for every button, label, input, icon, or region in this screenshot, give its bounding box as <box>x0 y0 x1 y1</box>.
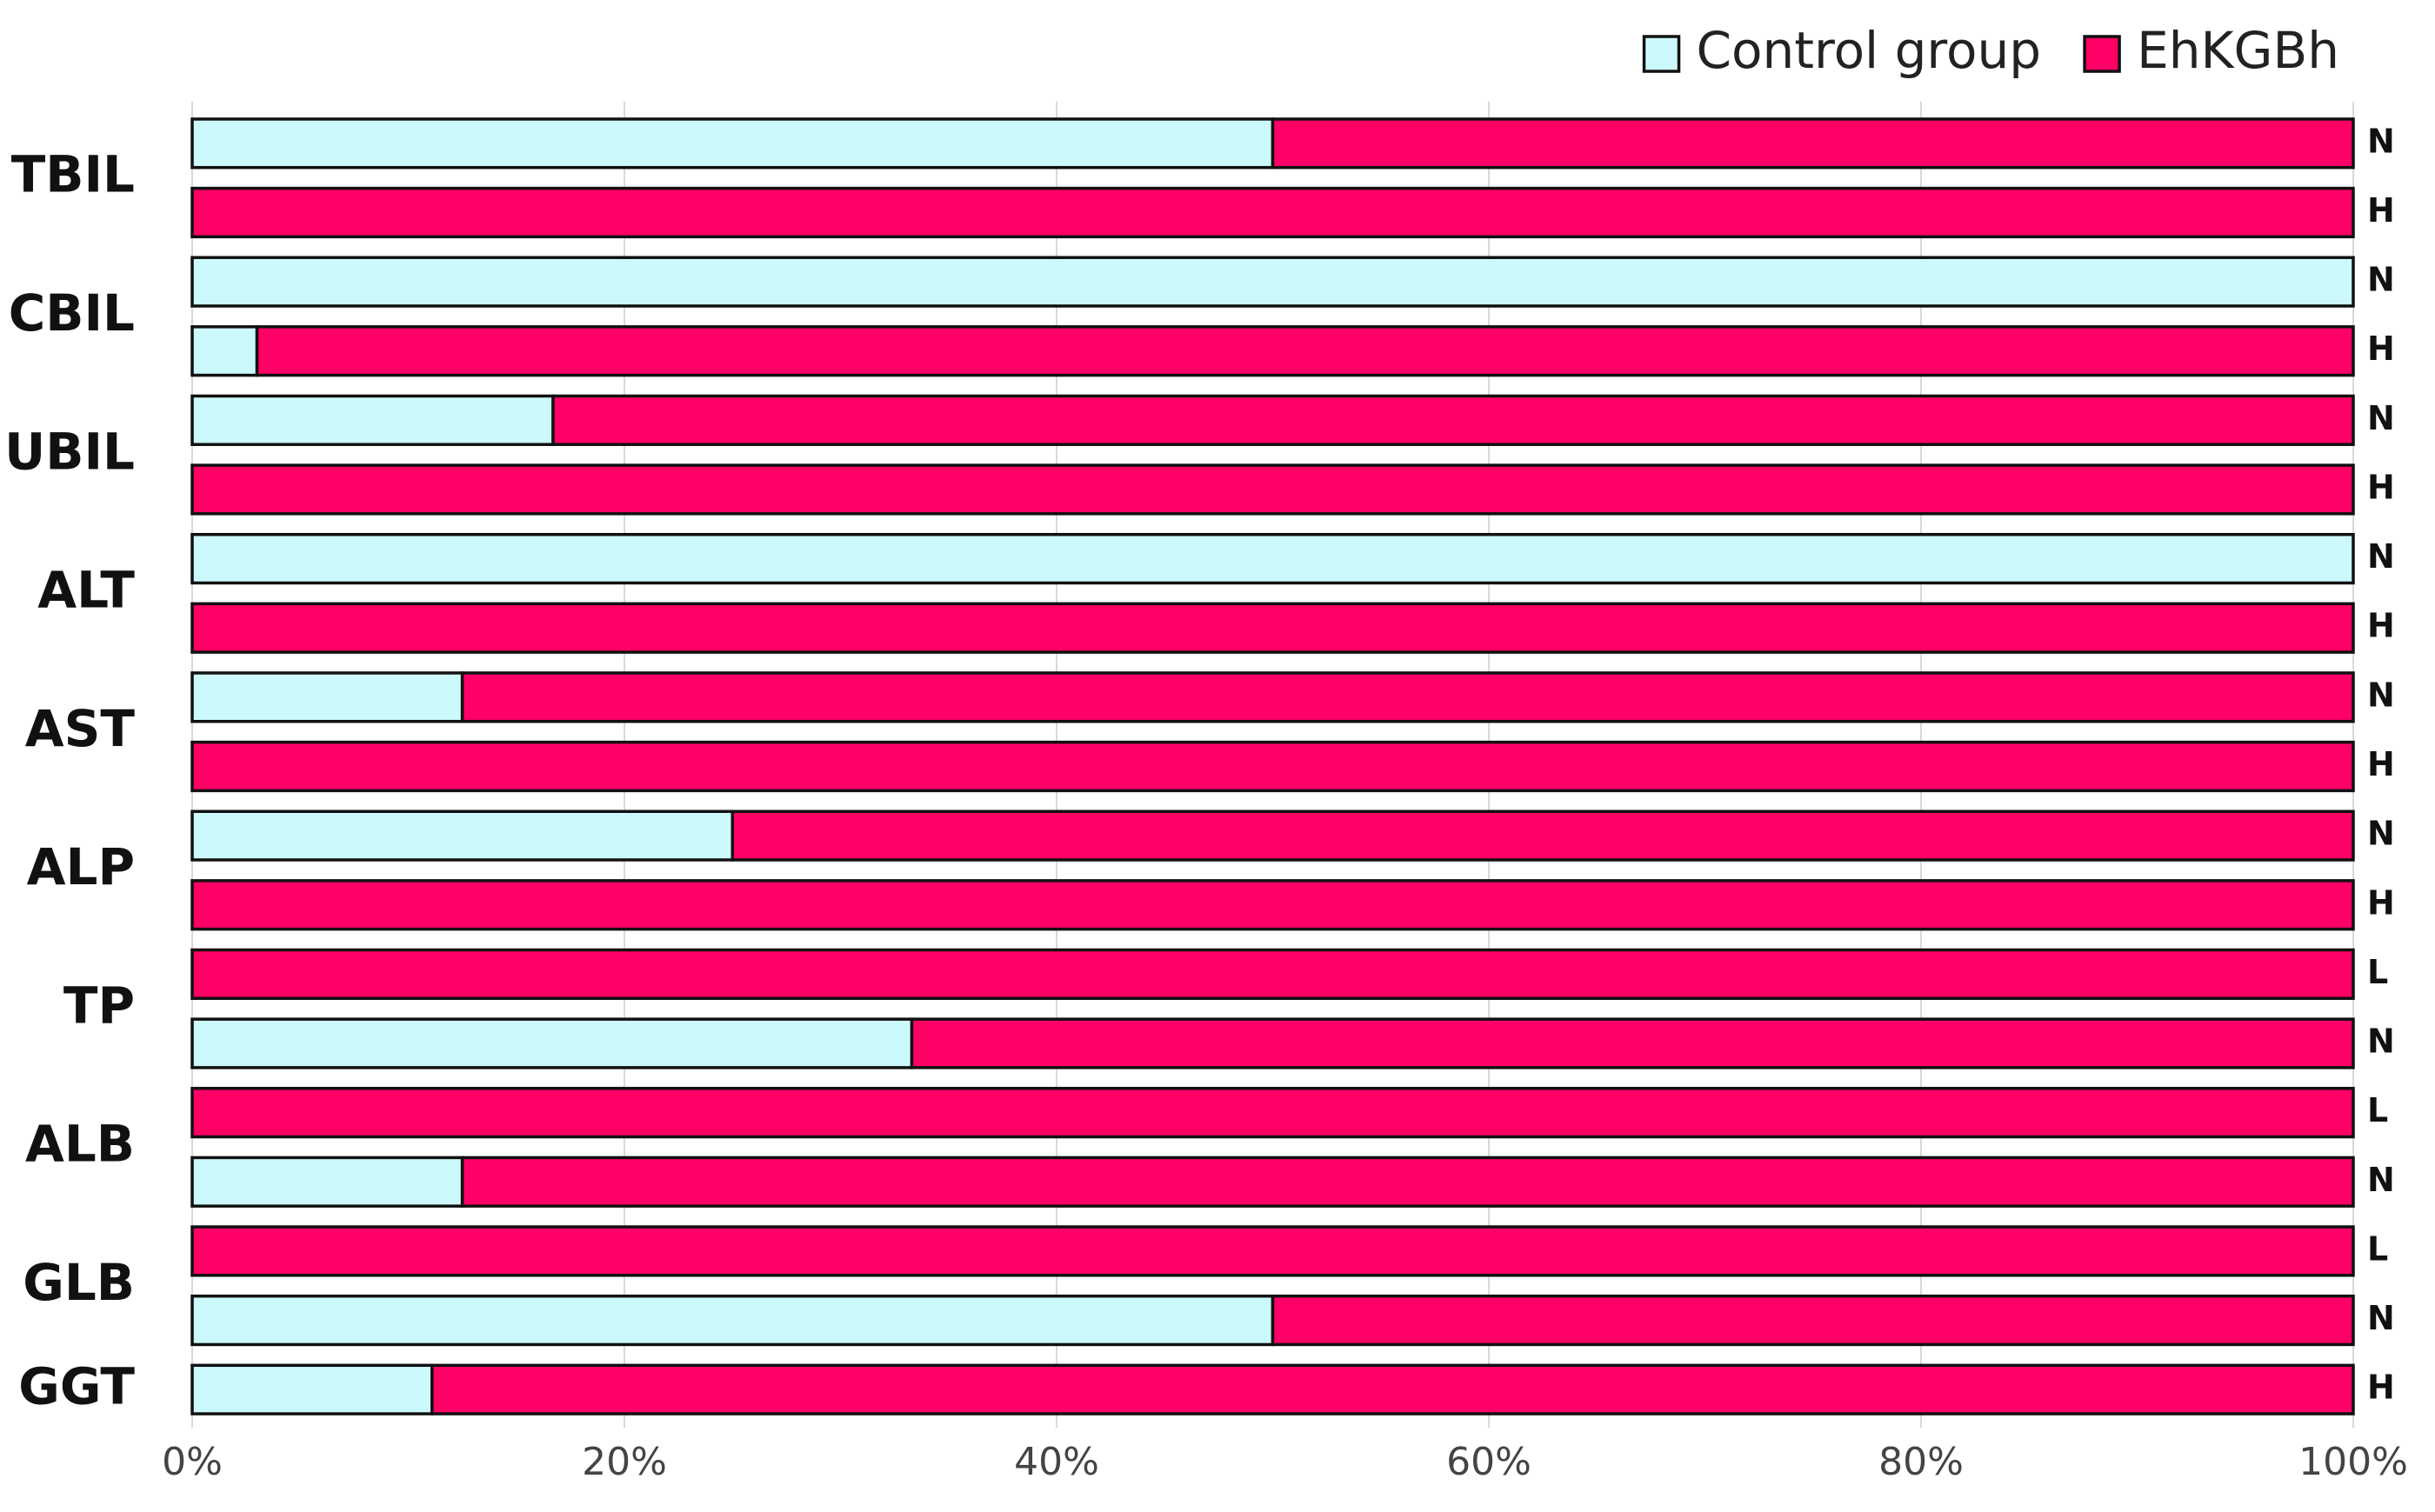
group-label: TP <box>63 976 135 1035</box>
bar-segment <box>190 325 259 377</box>
group-label: GLB <box>23 1253 135 1312</box>
x-tick-label: 80% <box>1878 1440 1964 1484</box>
bar-level-label: N <box>2367 1299 2395 1337</box>
group-label: AST <box>25 699 136 758</box>
bar-segment <box>190 602 2355 654</box>
bar-segment <box>190 1017 914 1069</box>
group-label: TBIL <box>11 145 135 204</box>
bar-segment <box>190 879 2355 931</box>
legend-label: Control group <box>1697 21 2042 80</box>
legend-swatch <box>1642 35 1681 73</box>
bar-segment <box>910 1017 2355 1069</box>
bar-segment <box>190 1156 464 1208</box>
bar-level-label: N <box>2367 261 2395 299</box>
bar-segment <box>190 394 555 446</box>
bar-level-label: H <box>2367 191 2395 230</box>
bar-segment <box>190 117 1275 170</box>
bar-segment <box>430 1363 2355 1415</box>
bar-level-label: N <box>2367 1022 2395 1061</box>
bar-level-label: L <box>2367 953 2388 991</box>
bar-segment <box>1271 1294 2355 1347</box>
bar-level-label: H <box>2367 745 2395 783</box>
legend-swatch <box>2083 35 2121 73</box>
group-label: ALP <box>27 837 135 896</box>
x-tick-label: 0% <box>162 1440 223 1484</box>
legend-label: EhKGBh <box>2137 21 2339 80</box>
bar-segment <box>460 1156 2355 1208</box>
bar-segment <box>190 740 2355 793</box>
bar-level-label: H <box>2367 468 2395 506</box>
group-label: UBIL <box>4 422 135 481</box>
bar-level-label: L <box>2367 1091 2388 1129</box>
group-label: ALT <box>37 561 135 620</box>
x-tick-label: 100% <box>2298 1440 2408 1484</box>
bar-segment <box>551 394 2355 446</box>
bar-segment <box>460 671 2355 723</box>
bar-level-label: N <box>2367 122 2395 160</box>
bar-segment <box>190 671 464 723</box>
bar-segment <box>190 1294 1275 1347</box>
group-label: CBIL <box>9 283 135 343</box>
bar-level-label: N <box>2367 537 2395 576</box>
bar-segment <box>190 463 2355 516</box>
bar-level-label: L <box>2367 1229 2388 1268</box>
bar-level-label: N <box>2367 815 2395 853</box>
x-tick-label: 60% <box>1446 1440 1531 1484</box>
bar-level-label: H <box>2367 607 2395 645</box>
x-tick-label: 20% <box>582 1440 667 1484</box>
bar-level-label: N <box>2367 399 2395 437</box>
bar-level-label: N <box>2367 1161 2395 1199</box>
group-label: ALB <box>25 1115 135 1174</box>
bar-segment <box>190 532 2355 585</box>
bar-segment <box>190 948 2355 1001</box>
bar-level-label: H <box>2367 330 2395 368</box>
bar-segment <box>730 809 2355 862</box>
bars <box>190 117 2355 1415</box>
bar-segment <box>190 186 2355 239</box>
bar-segment <box>190 1225 2355 1277</box>
bar-segment <box>190 1087 2355 1139</box>
bar-segment <box>1271 117 2355 170</box>
bar-level-label: H <box>2367 883 2395 922</box>
bar-segment <box>255 325 2355 377</box>
bar-segment <box>190 1363 434 1415</box>
bar-segment <box>190 809 734 862</box>
bar-level-label: N <box>2367 676 2395 714</box>
x-tick-label: 40% <box>1014 1440 1099 1484</box>
bar-segment <box>190 256 2355 308</box>
bar-level-label: H <box>2367 1369 2395 1407</box>
group-label: GGT <box>18 1356 135 1415</box>
